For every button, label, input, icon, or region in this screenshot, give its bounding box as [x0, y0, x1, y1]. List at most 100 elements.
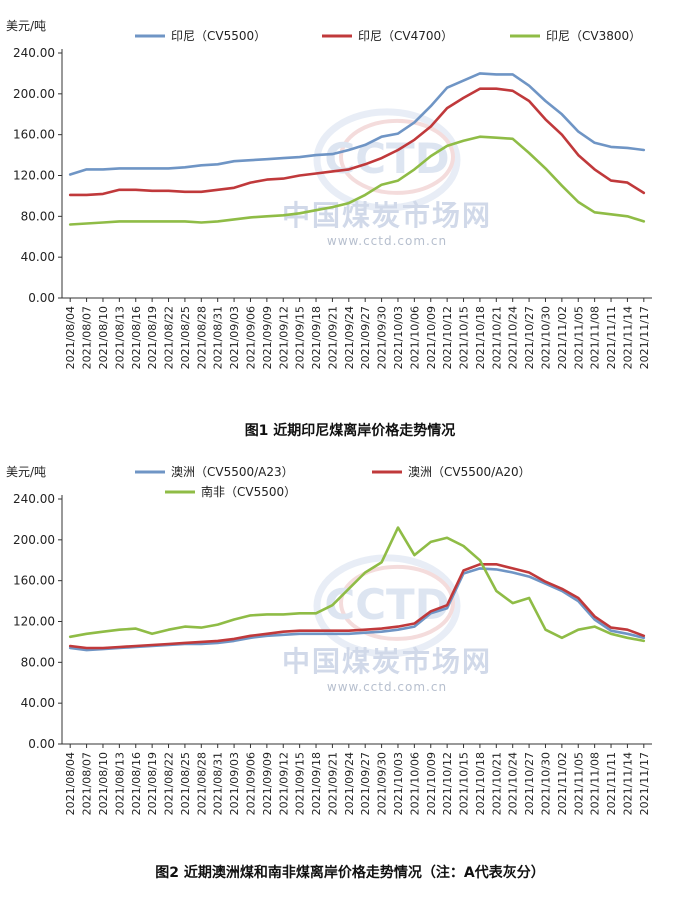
series-line-0 — [68, 72, 646, 176]
x-tick-label: 2021/09/21 — [326, 306, 339, 369]
watermark-arc-icon — [339, 564, 455, 641]
watermark-arc-icon — [339, 118, 455, 195]
chart-1-svg: 美元/吨 CCTD 中国煤炭市场网 www.cctd.com.cn 0.00 40.00 8… — [6, 19, 652, 369]
legend-item-0: 印尼（CV5500） — [135, 29, 266, 43]
chart-2-svg: 美元/吨 CCTD 中国煤炭市场网 www.cctd.com.cn 0.00 40.00 8… — [6, 465, 652, 815]
x-tick-label: 2021/08/25 — [179, 306, 192, 369]
x-tick-label: 2021/08/22 — [163, 752, 176, 815]
x-tick-label: 2021/11/05 — [572, 752, 585, 815]
x-tick-label: 2021/08/28 — [195, 752, 208, 815]
x-tick-label: 2021/08/19 — [146, 752, 159, 815]
y-tick-label: 40.00 — [21, 250, 55, 264]
x-tick-label: 2021/11/05 — [572, 306, 585, 369]
x-tick-label: 2021/08/10 — [97, 752, 110, 815]
legend-item-2: 印尼（CV3800） — [510, 29, 641, 43]
x-tick-label: 2021/09/03 — [228, 306, 241, 369]
x-tick-label: 2021/09/18 — [310, 306, 323, 369]
x-tick-label: 2021/11/02 — [556, 752, 569, 815]
legend-label: 南非（CV5500） — [201, 484, 296, 499]
x-tick-label: 2021/10/30 — [539, 306, 552, 369]
y-tick-label: 200.00 — [13, 87, 55, 101]
x-tick-label: 2021/09/15 — [294, 752, 307, 815]
y-tick-label: 240.00 — [13, 492, 55, 506]
x-tick-label: 2021/10/06 — [408, 752, 421, 815]
watermark-name: 中国煤炭市场网 — [282, 199, 492, 232]
legend-item-1: 印尼（CV4700） — [322, 29, 453, 43]
x-tick-label: 2021/09/18 — [310, 752, 323, 815]
x-tick-label: 2021/09/30 — [376, 306, 389, 369]
x-tick-label: 2021/10/18 — [474, 752, 487, 815]
series-line-2 — [68, 526, 646, 643]
x-tick-label: 2021/08/10 — [97, 306, 110, 369]
y-tick-label: 80.00 — [21, 655, 55, 669]
x-tick-label: 2021/08/28 — [195, 306, 208, 369]
x-tick-label: 2021/11/08 — [589, 306, 602, 369]
y-axis-unit-label: 美元/吨 — [6, 465, 46, 479]
x-tick-label: 2021/08/04 — [64, 752, 77, 815]
legend-item-0: 澳洲（CV5500/A23） — [135, 465, 294, 479]
watermark-ring-icon — [313, 108, 461, 212]
y-tick-label: 240.00 — [13, 46, 55, 60]
x-tick-label: 2021/09/12 — [277, 306, 290, 369]
y-tick-label: 0.00 — [28, 737, 55, 751]
x-tick-label: 2021/10/24 — [507, 306, 520, 369]
y-tick-label: 160.00 — [13, 574, 55, 588]
x-tick-label: 2021/10/09 — [425, 306, 438, 369]
x-tick-label: 2021/09/09 — [261, 752, 274, 815]
watermark-name: 中国煤炭市场网 — [282, 645, 492, 678]
y-tick-label: 120.00 — [13, 615, 55, 629]
series-line-1 — [68, 87, 646, 197]
x-tick-label: 2021/09/27 — [359, 752, 372, 815]
x-tick-label: 2021/10/15 — [458, 306, 471, 369]
x-tick-label: 2021/09/21 — [326, 752, 339, 815]
x-tick-label: 2021/09/09 — [261, 306, 274, 369]
watermark: CCTD 中国煤炭市场网 www.cctd.com.cn — [282, 554, 492, 694]
x-tick-label: 2021/09/03 — [228, 752, 241, 815]
watermark-ring-icon — [313, 554, 461, 658]
x-tick-label: 2021/10/03 — [392, 752, 405, 815]
series-line-1 — [68, 563, 646, 650]
x-tick-label: 2021/08/31 — [212, 306, 225, 369]
x-tick-label: 2021/11/08 — [589, 752, 602, 815]
x-tick-label: 2021/10/09 — [425, 752, 438, 815]
y-tick-label: 160.00 — [13, 128, 55, 142]
x-tick-label: 2021/08/07 — [81, 306, 94, 369]
y-tick-label: 120.00 — [13, 169, 55, 183]
x-tick-label: 2021/08/31 — [212, 752, 225, 815]
watermark-url: www.cctd.com.cn — [327, 680, 447, 694]
y-tick-label: 0.00 — [28, 291, 55, 305]
x-tick-label: 2021/08/22 — [163, 306, 176, 369]
x-tick-label: 2021/09/30 — [376, 752, 389, 815]
x-tick-label: 2021/09/15 — [294, 306, 307, 369]
chart-2: 美元/吨 CCTD 中国煤炭市场网 www.cctd.com.cn 0.00 40.00 8… — [0, 452, 700, 852]
legend-item-2: 南非（CV5500） — [165, 484, 296, 499]
x-tick-label: 2021/08/04 — [64, 306, 77, 369]
x-tick-label: 2021/09/06 — [244, 306, 257, 369]
x-tick-label: 2021/10/06 — [408, 306, 421, 369]
legend-label: 印尼（CV5500） — [171, 29, 266, 43]
x-tick-label: 2021/09/24 — [343, 752, 356, 815]
x-tick-label: 2021/08/16 — [130, 306, 143, 369]
legend-label: 澳洲（CV5500/A23） — [171, 465, 294, 479]
x-tick-label: 2021/09/12 — [277, 752, 290, 815]
y-axis-unit-label: 美元/吨 — [6, 19, 46, 33]
x-tick-label: 2021/10/12 — [441, 306, 454, 369]
watermark-logo: CCTD — [324, 134, 449, 183]
x-tick-label: 2021/10/21 — [490, 752, 503, 815]
x-tick-label: 2021/10/21 — [490, 306, 503, 369]
x-tick-label: 2021/08/13 — [113, 306, 126, 369]
x-tick-label: 2021/10/15 — [458, 752, 471, 815]
x-tick-label: 2021/08/07 — [81, 752, 94, 815]
x-tick-label: 2021/11/02 — [556, 306, 569, 369]
x-tick-label: 2021/09/24 — [343, 306, 356, 369]
x-tick-label: 2021/11/14 — [621, 306, 634, 369]
x-tick-label: 2021/08/13 — [113, 752, 126, 815]
x-tick-label: 2021/10/03 — [392, 306, 405, 369]
x-tick-label: 2021/10/18 — [474, 306, 487, 369]
x-tick-label: 2021/09/27 — [359, 306, 372, 369]
legend-item-1: 澳洲（CV5500/A20） — [372, 465, 531, 479]
legend-label: 澳洲（CV5500/A20） — [408, 465, 531, 479]
x-tick-label: 2021/11/17 — [638, 752, 651, 815]
legend-label: 印尼（CV3800） — [546, 29, 641, 43]
chart-1-caption: 图1 近期印尼煤离岸价格走势情况 — [244, 423, 456, 439]
